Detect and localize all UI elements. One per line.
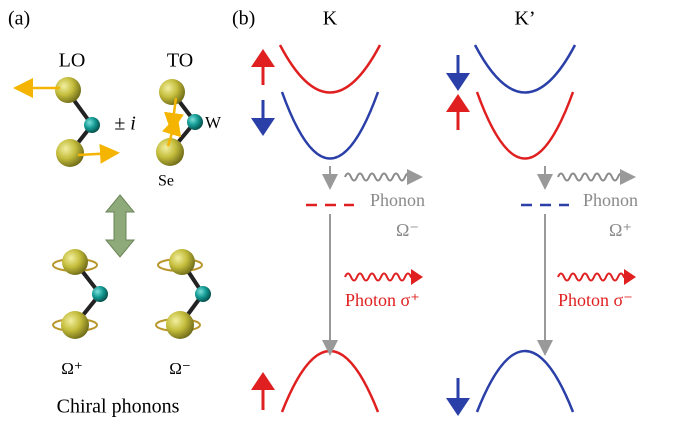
photon-wave bbox=[345, 274, 419, 281]
panel-a: (a) LO TO ± i W Se bbox=[8, 8, 222, 418]
panel-b: (b) K Phonon Ω⁻ Photon σ⁺ K’ Phonon Ω⁺ P… bbox=[232, 8, 638, 412]
molecule bbox=[61, 249, 211, 339]
mode-label: Ω⁺ bbox=[61, 359, 83, 378]
band bbox=[477, 92, 573, 159]
phonon-wave bbox=[558, 174, 632, 181]
band bbox=[282, 92, 378, 159]
band bbox=[282, 351, 378, 412]
phonon-label: Phonon bbox=[370, 190, 425, 210]
combine-label: ± i bbox=[114, 113, 136, 135]
double-arrow bbox=[106, 195, 134, 257]
band bbox=[475, 45, 575, 93]
valley-title: K’ bbox=[514, 8, 535, 30]
photon-label: Photon σ⁺ bbox=[345, 290, 420, 310]
panel-label: (a) bbox=[8, 8, 30, 30]
mode-label: TO bbox=[167, 50, 193, 72]
atom-label: Se bbox=[158, 173, 174, 190]
photon-wave bbox=[558, 274, 632, 281]
phonon-mode: Ω⁺ bbox=[609, 220, 632, 240]
photon-label: Photon σ⁻ bbox=[558, 290, 633, 310]
molecule bbox=[18, 77, 115, 167]
mode-label: LO bbox=[59, 50, 86, 72]
atom-label: W bbox=[205, 113, 222, 132]
phonon-label: Phonon bbox=[583, 190, 638, 210]
valley-title: K bbox=[323, 8, 338, 30]
band bbox=[280, 45, 380, 93]
mode-label: Ω⁻ bbox=[169, 359, 191, 378]
phonon-mode: Ω⁻ bbox=[396, 220, 419, 240]
panel-label: (b) bbox=[232, 8, 255, 30]
band bbox=[477, 351, 573, 412]
phonon-wave bbox=[345, 174, 419, 181]
molecule bbox=[156, 79, 203, 166]
figure: (a) LO TO ± i W Se bbox=[0, 0, 684, 425]
caption: Chiral phonons bbox=[57, 396, 180, 418]
